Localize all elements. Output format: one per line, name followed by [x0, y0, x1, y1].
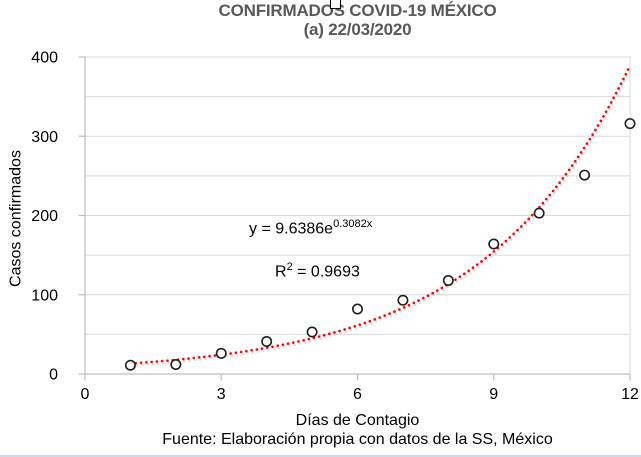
- window-bottom-edge: [0, 455, 641, 457]
- data-point[interactable]: [170, 358, 182, 370]
- data-point[interactable]: [215, 347, 227, 359]
- y-tick-label: 300: [31, 129, 58, 146]
- x-tick-label: 6: [353, 386, 362, 403]
- y-tick-label: 200: [31, 208, 58, 225]
- data-point[interactable]: [533, 207, 545, 219]
- data-point[interactable]: [579, 169, 591, 181]
- data-point[interactable]: [397, 294, 409, 306]
- r2-value: = 0.9693: [292, 263, 360, 281]
- r2-sup: 2: [286, 261, 293, 273]
- title-selection-handle[interactable]: [330, 0, 341, 9]
- x-tick-label: 9: [489, 386, 498, 403]
- data-point[interactable]: [306, 326, 318, 338]
- r-squared-label[interactable]: R2 = 0.9693: [275, 261, 360, 281]
- data-point[interactable]: [624, 118, 636, 130]
- x-axis-title: Días de Contagio: [295, 412, 420, 429]
- data-point[interactable]: [488, 238, 500, 250]
- trendline-equation-label[interactable]: y = 9.6386e0.3082x: [249, 218, 372, 238]
- chart-title-line2[interactable]: (a) 22/03/2020: [303, 20, 412, 39]
- y-tick-label: 0: [49, 367, 58, 384]
- trendline-shadow: [130, 66, 633, 367]
- x-tick-label: 3: [217, 386, 226, 403]
- chart-title-line1[interactable]: CONFIRMADOS COVID-19 MÉXICO: [218, 1, 497, 20]
- source-note: Fuente: Elaboración propia con datos de …: [162, 431, 553, 448]
- data-point[interactable]: [124, 359, 136, 371]
- data-point[interactable]: [351, 303, 363, 315]
- y-tick-label: 100: [31, 287, 58, 304]
- x-tick-label: 0: [81, 386, 90, 403]
- trendline[interactable]: [129, 64, 632, 365]
- data-point[interactable]: [442, 274, 454, 286]
- equation-base: y = 9.6386e: [249, 220, 334, 238]
- y-tick-label: 400: [31, 50, 58, 67]
- equation-exponent: 0.3082x: [333, 218, 373, 230]
- data-point[interactable]: [261, 336, 273, 348]
- r2-base: R: [275, 263, 287, 281]
- x-tick-label: 12: [621, 386, 639, 403]
